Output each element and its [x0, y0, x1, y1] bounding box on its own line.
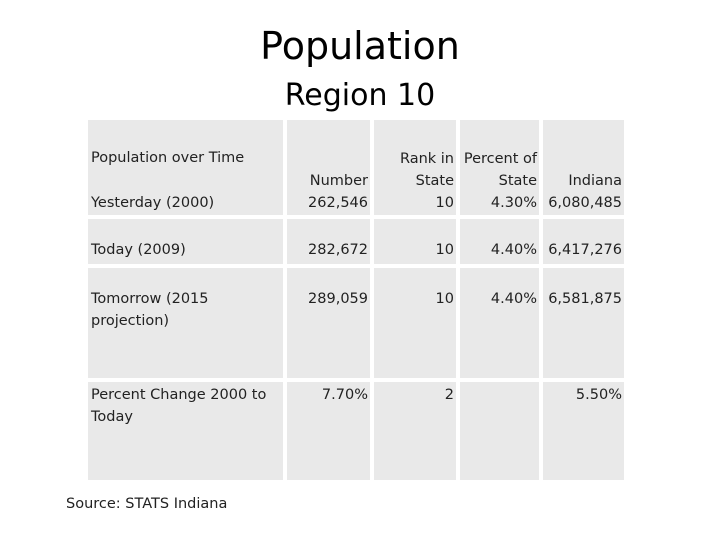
number-value: 262,546	[308, 195, 368, 211]
row-label-cell: Population over Time Yesterday (2000)	[88, 120, 283, 215]
header-rank-line1: Rank in	[399, 151, 454, 167]
header-percent-line1: Percent of	[463, 151, 537, 167]
rank-value: 2	[374, 382, 456, 480]
rank-column-cell: Rank in State 10	[374, 120, 456, 215]
row-label-cell: Tomorrow (2015 projection)	[88, 268, 283, 378]
number-value: 7.70%	[287, 382, 370, 480]
page-title: Population	[260, 24, 460, 68]
rank-value: 10	[374, 268, 456, 378]
rank-value: 10	[435, 195, 454, 211]
corner-label: Population over Time	[91, 150, 245, 166]
percent-value	[460, 382, 539, 480]
indiana-column-cell: Indiana 6,080,485	[543, 120, 624, 215]
row-label: Today (2009)	[88, 219, 283, 264]
header-indiana: Indiana	[568, 173, 622, 189]
rank-value: 10	[374, 219, 456, 264]
row-label: Percent Change 2000 to Today	[91, 387, 267, 425]
population-table: Population over Time Yesterday (2000) Nu…	[88, 120, 624, 480]
number-value: 282,672	[287, 219, 370, 264]
indiana-value: 6,581,875	[543, 268, 624, 378]
percent-value: 4.40%	[460, 268, 539, 378]
header-percent-line2: State	[498, 173, 537, 189]
percent-value: 4.40%	[460, 219, 539, 264]
indiana-value: 5.50%	[543, 382, 624, 480]
indiana-value: 6,417,276	[543, 219, 624, 264]
header-number: Number	[309, 173, 368, 189]
row-label: Yesterday (2000)	[91, 195, 215, 211]
page-subtitle: Region 10	[284, 78, 436, 113]
row-label: Tomorrow (2015 projection)	[91, 291, 209, 329]
header-rank-line2: State	[415, 173, 454, 189]
row-label-cell: Percent Change 2000 to Today	[88, 382, 283, 480]
source-note: Source: STATS Indiana	[66, 496, 228, 512]
percent-column-cell: Percent of State 4.30%	[460, 120, 539, 215]
indiana-value: 6,080,485	[548, 195, 622, 211]
percent-value: 4.30%	[490, 195, 537, 211]
number-value: 289,059	[287, 268, 370, 378]
number-column-cell: Number 262,546	[287, 120, 370, 215]
